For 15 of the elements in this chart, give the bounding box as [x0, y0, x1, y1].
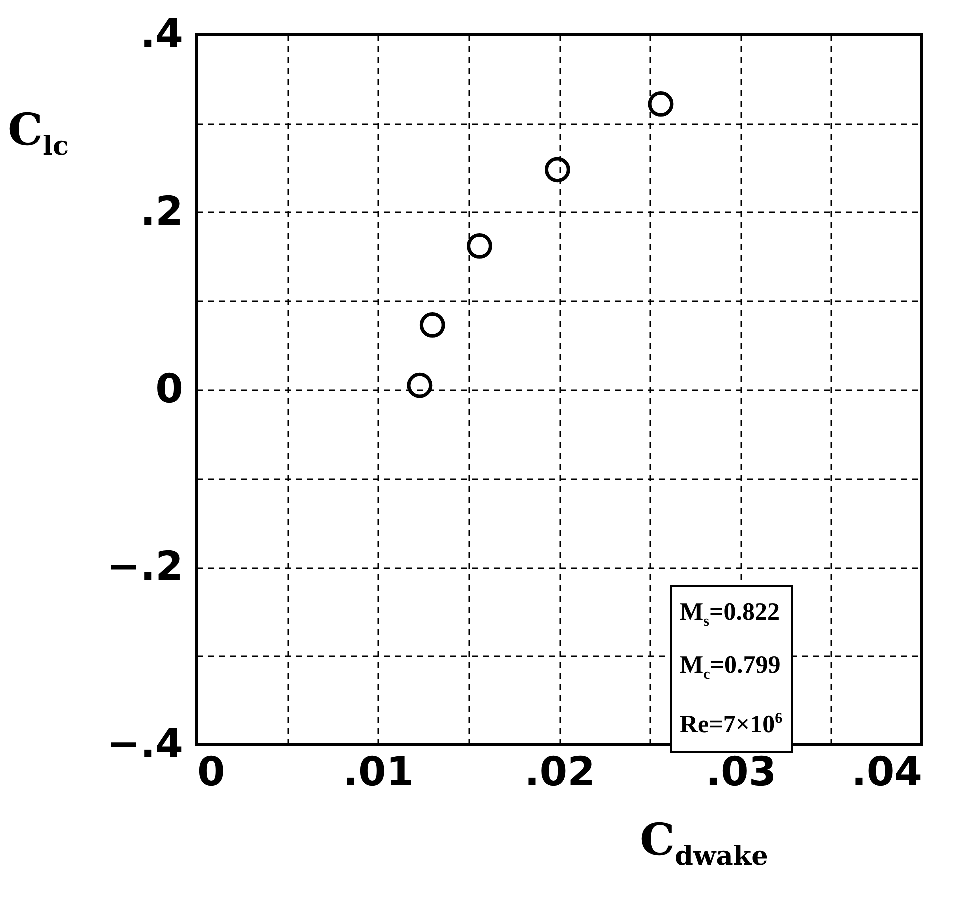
y-tick-label: 0	[156, 366, 184, 412]
x-tick-label: .02	[524, 750, 596, 796]
y-axis-title: C$_{lc}$	[8, 105, 70, 162]
x-axis-title: C$_{dwake}$	[640, 815, 768, 872]
y-tick-label: −.2	[106, 544, 184, 590]
x-tick-label: 0	[198, 750, 226, 796]
annotation: Re=7×10$^{6}$	[680, 710, 783, 740]
annotation: M$_{s}$=0.822	[680, 598, 781, 632]
x-tick-label: .01	[343, 750, 414, 796]
x-tick-label: .03	[706, 750, 777, 796]
y-tick-label: .2	[140, 189, 184, 235]
y-tick-label: −.4	[106, 722, 184, 768]
x-tick-label: .04	[852, 750, 922, 796]
annotation: M$_{c}$=0.799	[680, 651, 782, 685]
y-tick-label: .4	[140, 12, 184, 58]
